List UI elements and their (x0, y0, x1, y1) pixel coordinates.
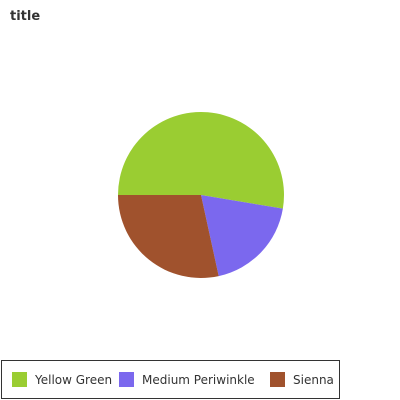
legend: Yellow Green Medium Periwinkle Sienna (1, 360, 340, 399)
pie-slices (118, 112, 284, 278)
pie-slice-medium-periwinkle (201, 195, 283, 277)
legend-item-medium-periwinkle: Medium Periwinkle (119, 361, 255, 398)
chart-title: title (10, 9, 41, 24)
pie-slice-sienna (118, 195, 219, 278)
legend-swatch-medium-periwinkle (119, 372, 134, 387)
legend-label-medium-periwinkle: Medium Periwinkle (142, 372, 255, 387)
legend-item-yellow-green: Yellow Green (12, 361, 112, 398)
pie-slice-yellow-green (118, 112, 284, 209)
legend-label-sienna: Sienna (293, 372, 334, 387)
legend-swatch-yellow-green (12, 372, 27, 387)
legend-swatch-sienna (270, 372, 285, 387)
legend-label-yellow-green: Yellow Green (35, 372, 113, 387)
legend-item-sienna: Sienna (270, 361, 334, 398)
